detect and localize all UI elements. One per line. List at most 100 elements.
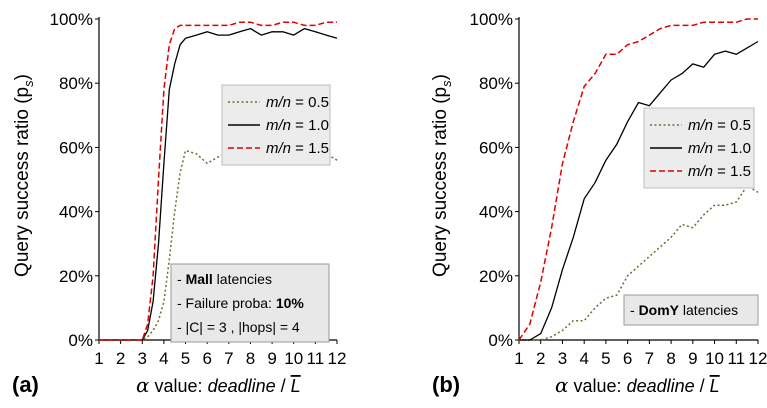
x-tick-label: 10	[284, 349, 303, 368]
series-line-m-n-0-5	[99, 146, 338, 341]
y-axis-label-text: Query success ratio (p	[12, 87, 33, 277]
x-tick-label: 3	[138, 349, 147, 368]
y-tick-label: 40%	[479, 203, 513, 222]
x-tick-label: 1	[514, 349, 523, 368]
y-tick-label: 80%	[479, 74, 513, 93]
x-tick-label: 6	[202, 349, 211, 368]
legend: m/n = 0.5m/n = 1.0m/n = 1.5	[643, 107, 755, 189]
y-axis-label-close: )	[430, 74, 451, 80]
panel-label: (b)	[432, 372, 460, 397]
x-tick-label: 5	[181, 349, 190, 368]
legend-value: = 1.5	[291, 140, 329, 157]
x-tick-label: 4	[579, 349, 588, 368]
x-axis-label-lbar: L	[710, 376, 720, 396]
legend-var: m/n	[688, 140, 713, 157]
y-axis-label-subscript: s	[21, 80, 36, 87]
x-axis-label-prefix: value:	[150, 376, 208, 396]
legend-entry: m/n = 0.5	[688, 117, 751, 134]
annotation-line: - |C| = 3 , |hops| = 4	[177, 319, 300, 335]
x-tick-label: 4	[159, 349, 168, 368]
legend-entry: m/n = 1.5	[688, 163, 751, 180]
y-axis-label: Query success ratio (ps)	[12, 74, 36, 277]
y-tick-label: 100%	[50, 10, 93, 29]
legend-entry: m/n = 1.5	[266, 140, 329, 157]
legend-var: m/n	[688, 117, 713, 134]
annotation-box: - Mall latencies - Failure proba: 10% - |C…	[170, 263, 330, 343]
annotation-background	[623, 294, 759, 326]
annotation-line: - Mall latencies	[177, 271, 272, 287]
x-tick-label: 12	[749, 349, 767, 368]
annotation-rest: latencies	[213, 271, 272, 287]
legend-value: = 1.0	[291, 117, 329, 134]
series-line-m-n-1-5	[518, 18, 758, 341]
x-tick-label: 7	[224, 349, 233, 368]
annotation-bold: 10%	[276, 295, 305, 311]
legend-entry: m/n = 1.0	[266, 117, 329, 134]
x-tick-label: 9	[267, 349, 276, 368]
y-tick-label: 0%	[488, 331, 513, 350]
legend-entry: m/n = 0.5	[266, 94, 329, 111]
y-tick-label: 60%	[479, 138, 513, 157]
x-tick-label: 9	[688, 349, 697, 368]
legend-var: m/n	[266, 117, 291, 134]
x-tick-label: 2	[116, 349, 125, 368]
y-tick-label: 0%	[68, 331, 93, 350]
x-axis-label-lbar: L	[291, 376, 301, 396]
legend-var: m/n	[266, 94, 291, 111]
x-tick-label: 7	[645, 349, 654, 368]
annotation-line: - Failure proba: 10%	[177, 295, 304, 311]
y-tick-label: 40%	[59, 203, 93, 222]
series-line-m-n-1-5	[99, 21, 337, 341]
y-axis-label-subscript: s	[439, 80, 454, 87]
y-tick-label: 20%	[479, 267, 513, 286]
series-line-m-n-1-0	[519, 40, 759, 341]
x-axis-label: α value: deadline / L	[136, 373, 301, 397]
y-tick-label: 20%	[59, 267, 93, 286]
annotation-prefix: -	[630, 302, 639, 318]
legend-var: m/n	[688, 163, 713, 180]
annotation-bold: DomY	[639, 302, 680, 318]
annotation-line: - DomY latencies	[630, 302, 738, 318]
series-line-m-n-0-5	[519, 185, 759, 341]
y-axis-label-close: )	[12, 74, 33, 80]
annotation-bold: Mall	[186, 271, 213, 287]
x-axis-label-sep: /	[695, 376, 710, 396]
legend-value: = 0.5	[713, 117, 751, 134]
y-tick-label: 60%	[59, 138, 93, 157]
x-tick-label: 2	[536, 349, 545, 368]
x-axis-label-alpha: α	[136, 373, 150, 397]
y-tick-label: 100%	[470, 10, 513, 29]
legend-var: m/n	[266, 140, 291, 157]
annotation-prefix: - |C| = 3 , |hops| = 4	[177, 319, 300, 335]
x-tick-label: 11	[727, 349, 745, 368]
legend-entry: m/n = 1.0	[688, 140, 751, 157]
x-tick-label: 8	[666, 349, 675, 368]
x-axis-label-italic: deadline	[627, 376, 695, 396]
legend-value: = 1.5	[713, 163, 751, 180]
annotation-rest: latencies	[679, 302, 738, 318]
annotation-prefix: - Failure proba:	[177, 295, 276, 311]
x-tick-label: 6	[623, 349, 632, 368]
legend-value: = 0.5	[291, 94, 329, 111]
x-axis-label-alpha: α	[555, 373, 569, 397]
x-tick-label: 10	[705, 349, 724, 368]
x-tick-label: 1	[94, 349, 103, 368]
legend: m/n = 0.5m/n = 1.0m/n = 1.5	[221, 84, 331, 166]
annotation-background	[170, 263, 330, 343]
x-tick-label: 8	[246, 349, 255, 368]
x-tick-label: 3	[558, 349, 567, 368]
legend-value: = 1.0	[713, 140, 751, 157]
x-tick-label: 11	[307, 349, 325, 368]
y-axis-label: Query success ratio (ps)	[430, 74, 454, 277]
panel-label: (a)	[12, 372, 39, 397]
annotation-prefix: -	[177, 271, 186, 287]
x-tick-label: 5	[601, 349, 610, 368]
x-axis-label-sep: /	[276, 376, 291, 396]
x-axis-label: α value: deadline / L	[555, 373, 720, 397]
y-axis-label-text: Query success ratio (p	[430, 87, 451, 277]
x-axis-label-italic: deadline	[208, 376, 276, 396]
x-tick-label: 12	[328, 349, 347, 368]
